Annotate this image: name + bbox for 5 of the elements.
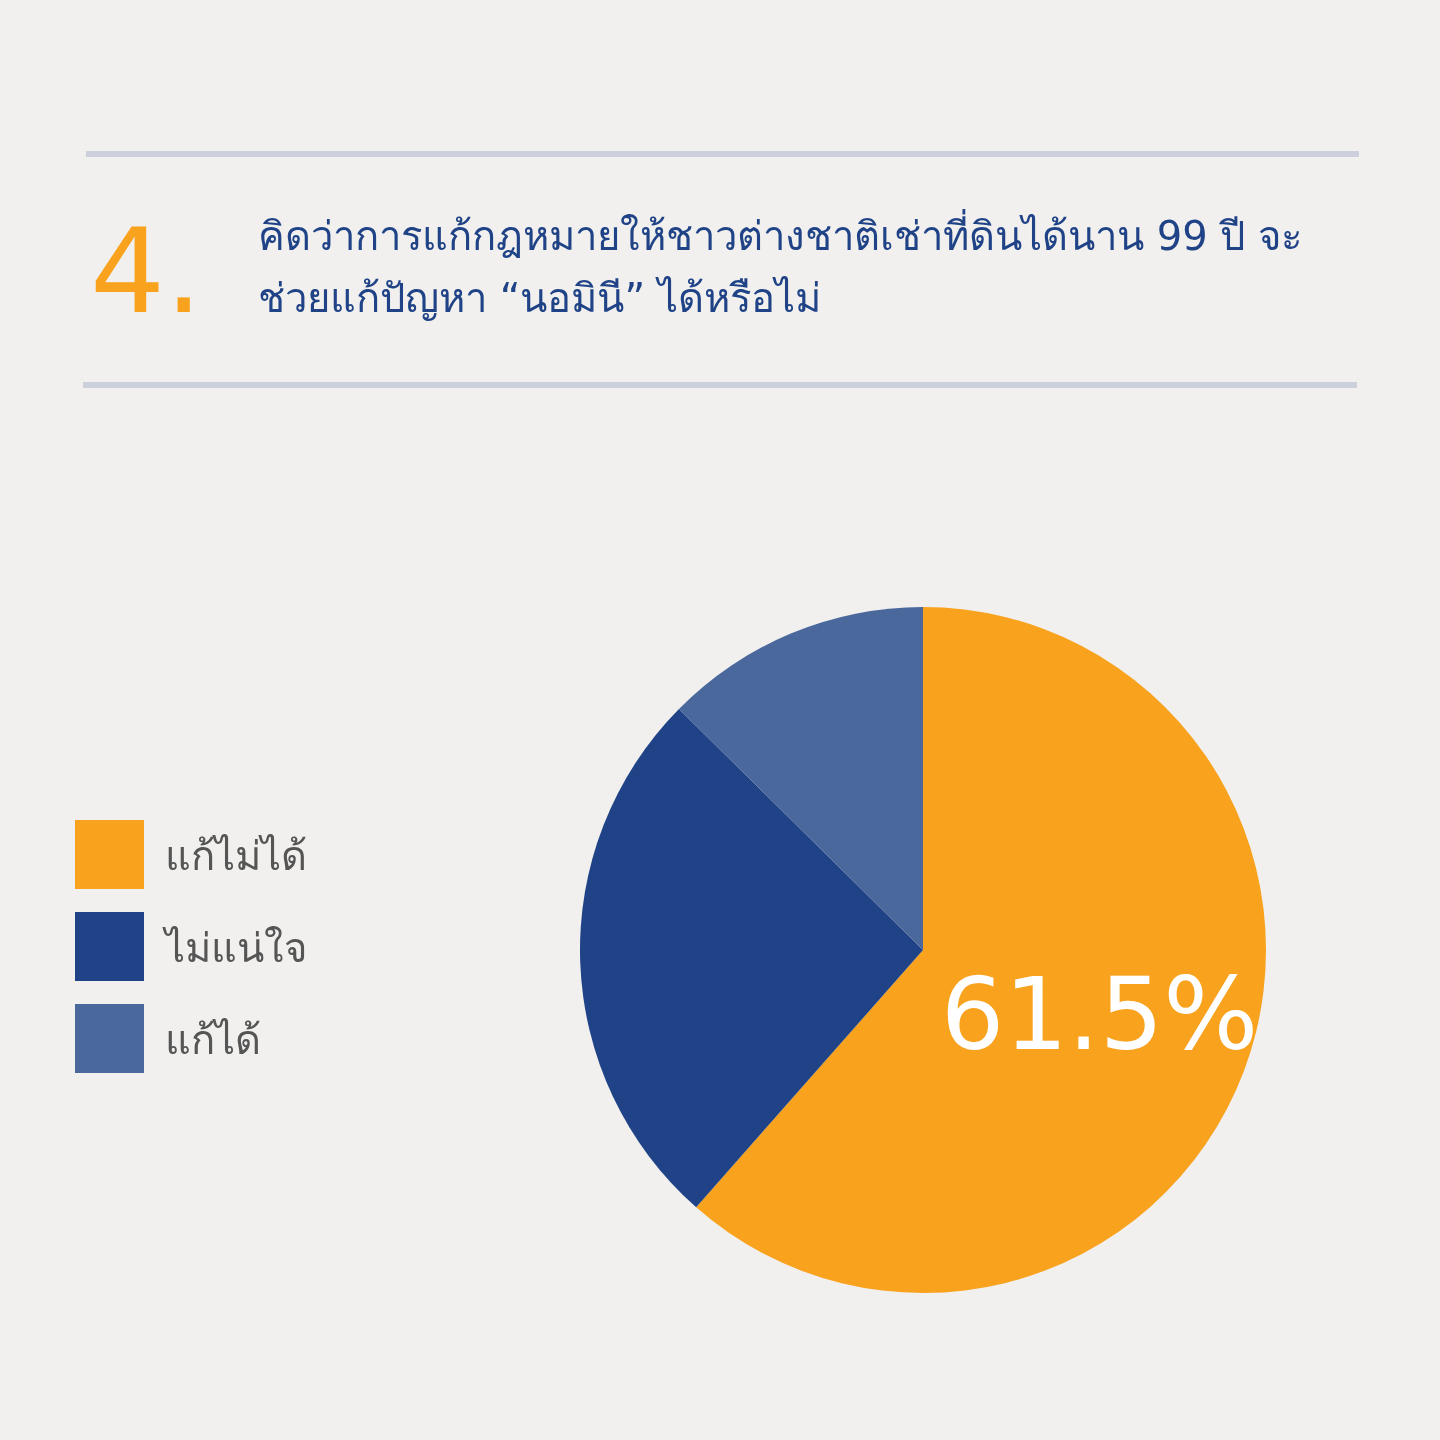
legend-label: แก้ได้ <box>165 1017 261 1063</box>
annotation: 4. <box>90 202 203 340</box>
legend-label: แก้ไม่ได้ <box>165 833 307 879</box>
data-label: 61.5% <box>940 955 1259 1073</box>
title: คิดว่าการแก้กฎหมายให้ชาวต่างชาติเช่าที่ดินได้นาน 99 ปี จะช่วยแก้ปัญหา “นอมินี” ได้หรือไม่ <box>258 205 1368 329</box>
